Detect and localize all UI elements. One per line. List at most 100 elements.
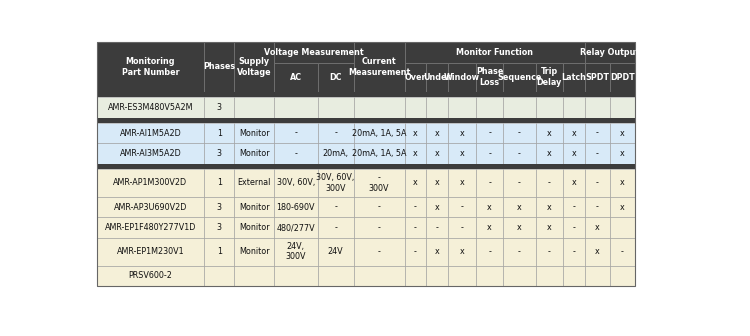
Bar — [204, 217, 235, 238]
Bar — [476, 169, 503, 197]
Text: x: x — [547, 149, 551, 158]
Bar — [585, 42, 635, 63]
Text: AMR-EP1F480Y277V1D: AMR-EP1F480Y277V1D — [105, 223, 196, 232]
Bar — [426, 143, 448, 164]
Bar — [274, 97, 317, 118]
Text: -: - — [460, 203, 464, 212]
Bar — [317, 123, 353, 143]
Text: AMR-AP1M300V2D: AMR-AP1M300V2D — [113, 178, 188, 187]
Bar — [317, 143, 353, 164]
Bar — [448, 238, 476, 266]
Text: -: - — [414, 203, 417, 212]
Bar — [97, 169, 204, 197]
Text: x: x — [460, 178, 465, 187]
Bar — [562, 197, 585, 217]
Text: Current
Measurement: Current Measurement — [348, 57, 410, 77]
Text: x: x — [488, 203, 492, 212]
Bar — [536, 238, 562, 266]
Text: Phase
Loss: Phase Loss — [476, 68, 503, 87]
Bar — [274, 217, 317, 238]
Bar — [536, 97, 562, 118]
Bar — [97, 92, 635, 97]
Bar — [610, 97, 635, 118]
Text: 20mA, 1A, 5A: 20mA, 1A, 5A — [352, 149, 407, 158]
Bar — [503, 238, 536, 266]
Bar — [235, 238, 274, 266]
Bar — [562, 238, 585, 266]
Text: -: - — [518, 247, 520, 256]
Text: -: - — [572, 247, 575, 256]
Bar — [405, 197, 426, 217]
Bar — [476, 217, 503, 238]
Bar — [274, 238, 317, 266]
Bar — [426, 197, 448, 217]
Bar — [503, 63, 536, 92]
Bar — [97, 143, 204, 164]
Bar — [274, 63, 317, 92]
Text: x: x — [413, 129, 418, 137]
Bar — [97, 97, 204, 118]
Bar — [610, 217, 635, 238]
Bar — [97, 123, 204, 143]
Bar — [610, 238, 635, 266]
Bar — [204, 143, 235, 164]
Bar — [476, 63, 503, 92]
Bar — [405, 266, 426, 286]
Bar — [274, 143, 317, 164]
Text: -: - — [334, 129, 337, 137]
Bar — [353, 143, 405, 164]
Bar — [97, 197, 204, 217]
Bar — [503, 266, 536, 286]
Bar — [317, 197, 353, 217]
Bar — [448, 63, 476, 92]
Bar — [503, 197, 536, 217]
Text: -: - — [488, 129, 491, 137]
Bar — [426, 123, 448, 143]
Bar — [274, 42, 353, 63]
Text: x: x — [620, 203, 625, 212]
Text: -: - — [334, 203, 337, 212]
Bar — [235, 169, 274, 197]
Bar — [536, 63, 562, 92]
Text: x: x — [460, 247, 465, 256]
Bar — [235, 143, 274, 164]
Bar — [585, 63, 610, 92]
Bar — [235, 42, 274, 92]
Text: -: - — [414, 247, 417, 256]
Bar — [610, 63, 635, 92]
Bar — [562, 266, 585, 286]
Bar — [204, 123, 235, 143]
Text: x: x — [413, 178, 418, 187]
Bar — [274, 197, 317, 217]
Text: -: - — [334, 223, 337, 232]
Bar — [536, 197, 562, 217]
Bar — [317, 266, 353, 286]
Bar — [476, 143, 503, 164]
Bar — [426, 217, 448, 238]
Bar — [97, 118, 635, 123]
Text: Trip
Delay: Trip Delay — [536, 68, 562, 87]
Bar — [426, 266, 448, 286]
Bar — [353, 197, 405, 217]
Text: 3: 3 — [217, 203, 222, 212]
Text: -: - — [488, 149, 491, 158]
Text: -: - — [596, 149, 598, 158]
Bar — [503, 97, 536, 118]
Bar — [503, 217, 536, 238]
Text: x: x — [572, 129, 576, 137]
Text: 24V: 24V — [328, 247, 344, 256]
Text: x: x — [595, 247, 600, 256]
Text: -: - — [596, 129, 598, 137]
Bar — [476, 123, 503, 143]
Text: AMR-AI3M5A2D: AMR-AI3M5A2D — [119, 149, 182, 158]
Text: -: - — [621, 247, 624, 256]
Bar — [476, 238, 503, 266]
Bar — [274, 266, 317, 286]
Bar — [503, 123, 536, 143]
Bar — [562, 97, 585, 118]
Bar — [317, 97, 353, 118]
Text: x: x — [435, 129, 439, 137]
Bar — [536, 266, 562, 286]
Text: Window: Window — [444, 73, 480, 82]
Bar — [536, 169, 562, 197]
